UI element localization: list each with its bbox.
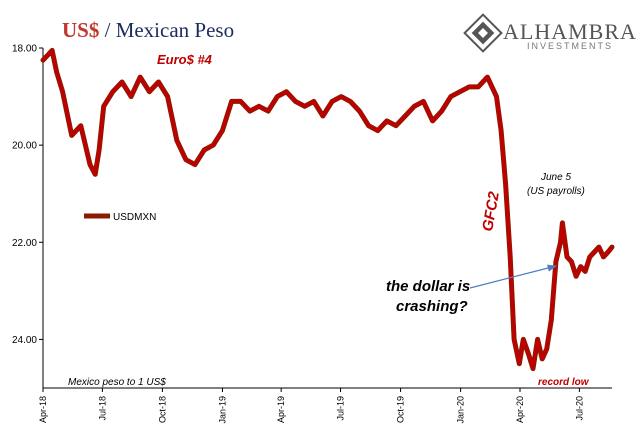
logo-subtitle: INVESTMENTS [527, 41, 613, 51]
series-line-usdmxn [41, 48, 614, 371]
annotation-arrow [469, 264, 558, 289]
axes: 18.00 20.00 22.00 24.00 Apr-18 Jul-18 Oct-18 Ja… [12, 44, 612, 424]
chart-footnote: Mexico peso to 1 US$ [68, 377, 166, 388]
x-tick-label: Apr-19 [276, 396, 286, 423]
x-tick-label: Jul-19 [336, 396, 346, 421]
series-group [40, 47, 615, 372]
x-tick-label: Jan-20 [456, 396, 466, 424]
chart-title-pair: / Mexican Peso [99, 18, 234, 42]
logo-name: ALHAMBRA [503, 19, 637, 44]
alhambra-logo: ALHAMBRA INVESTMENTS [463, 13, 637, 53]
chart-title-currency: US$ [62, 18, 99, 42]
legend-label: USDMXN [113, 212, 156, 223]
annotation-euro: Euro$ #4 [157, 52, 213, 67]
chart-title: US$ / Mexican Peso [62, 18, 234, 42]
annotation-record-low: record low [538, 377, 590, 388]
y-tick-label: 20.00 [12, 141, 37, 152]
x-tick-label: Jul-20 [574, 396, 584, 421]
annotation-june5: June 5 [540, 172, 571, 183]
annotation-crash-line2: crashing? [396, 298, 468, 315]
annotation-us-payrolls: (US payrolls) [527, 186, 585, 197]
x-tick-label: Jul-18 [97, 396, 107, 421]
y-tick-label: 24.00 [12, 335, 37, 346]
annotation-crash-line1: the dollar is [386, 278, 470, 295]
x-tick-label: Oct-18 [157, 396, 167, 423]
legend: USDMXN [84, 212, 156, 223]
y-tick-label: 18.00 [12, 44, 37, 55]
x-tick-label: Jan-19 [217, 396, 227, 424]
x-tick-label: Oct-19 [396, 396, 406, 423]
annotation-gfc2: GFC2 [479, 190, 503, 233]
x-tick-label: Apr-18 [38, 396, 48, 423]
series-line-shadow [40, 47, 615, 372]
y-tick-label: 22.00 [12, 238, 37, 249]
x-tick-label: Apr-20 [515, 396, 525, 423]
logo-diamond-icon [463, 13, 503, 53]
